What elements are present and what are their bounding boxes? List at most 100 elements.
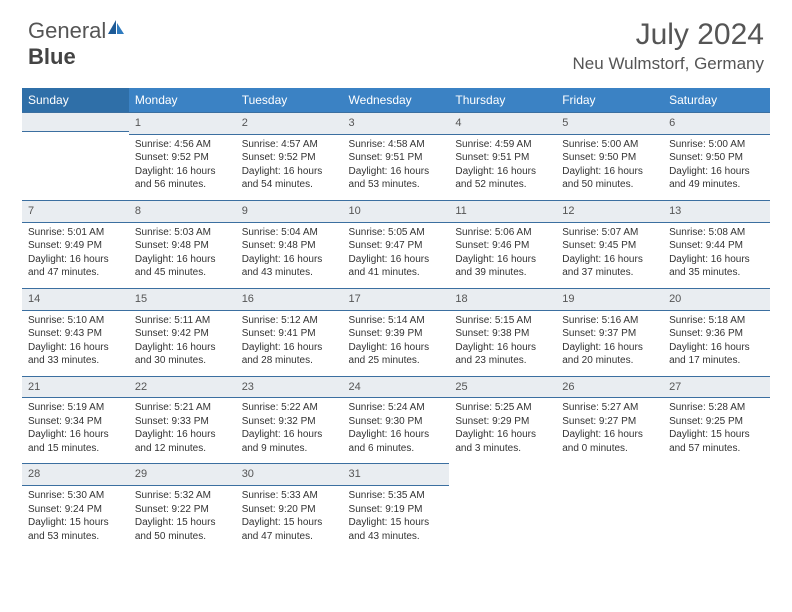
day-cell: 29Sunrise: 5:32 AMSunset: 9:22 PMDayligh… bbox=[129, 463, 236, 551]
sunrise-line: Sunrise: 5:03 AM bbox=[135, 226, 230, 240]
day-body: Sunrise: 5:06 AMSunset: 9:46 PMDaylight:… bbox=[449, 223, 556, 288]
calendar-row: 21Sunrise: 5:19 AMSunset: 9:34 PMDayligh… bbox=[22, 376, 770, 464]
daylight-line: Daylight: 16 hours and 20 minutes. bbox=[562, 341, 657, 368]
daylight-line: Daylight: 16 hours and 33 minutes. bbox=[28, 341, 123, 368]
day-cell: 5Sunrise: 5:00 AMSunset: 9:50 PMDaylight… bbox=[556, 112, 663, 200]
sunset-line: Sunset: 9:48 PM bbox=[242, 239, 337, 253]
sunrise-line: Sunrise: 4:57 AM bbox=[242, 138, 337, 152]
sail-icon bbox=[106, 18, 126, 38]
day-body: Sunrise: 5:33 AMSunset: 9:20 PMDaylight:… bbox=[236, 486, 343, 551]
daylight-line: Daylight: 16 hours and 17 minutes. bbox=[669, 341, 764, 368]
daylight-line: Daylight: 16 hours and 30 minutes. bbox=[135, 341, 230, 368]
day-body: Sunrise: 5:03 AMSunset: 9:48 PMDaylight:… bbox=[129, 223, 236, 288]
day-number: 8 bbox=[129, 200, 236, 223]
day-cell: 7Sunrise: 5:01 AMSunset: 9:49 PMDaylight… bbox=[22, 200, 129, 288]
sunset-line: Sunset: 9:43 PM bbox=[28, 327, 123, 341]
sunset-line: Sunset: 9:42 PM bbox=[135, 327, 230, 341]
daylight-line: Daylight: 16 hours and 3 minutes. bbox=[455, 428, 550, 455]
day-cell: 4Sunrise: 4:59 AMSunset: 9:51 PMDaylight… bbox=[449, 112, 556, 200]
sunset-line: Sunset: 9:51 PM bbox=[455, 151, 550, 165]
day-body: Sunrise: 4:58 AMSunset: 9:51 PMDaylight:… bbox=[343, 135, 450, 200]
day-number: 5 bbox=[556, 112, 663, 135]
sunset-line: Sunset: 9:36 PM bbox=[669, 327, 764, 341]
day-cell: 10Sunrise: 5:05 AMSunset: 9:47 PMDayligh… bbox=[343, 200, 450, 288]
day-number: 23 bbox=[236, 376, 343, 399]
daylight-line: Daylight: 15 hours and 57 minutes. bbox=[669, 428, 764, 455]
day-number: 1 bbox=[129, 112, 236, 135]
day-body: Sunrise: 5:24 AMSunset: 9:30 PMDaylight:… bbox=[343, 398, 450, 463]
sunrise-line: Sunrise: 5:30 AM bbox=[28, 489, 123, 503]
weekday-header: Tuesday bbox=[236, 88, 343, 112]
calendar-table: SundayMondayTuesdayWednesdayThursdayFrid… bbox=[22, 88, 770, 551]
sunrise-line: Sunrise: 5:06 AM bbox=[455, 226, 550, 240]
sunset-line: Sunset: 9:45 PM bbox=[562, 239, 657, 253]
day-cell: 8Sunrise: 5:03 AMSunset: 9:48 PMDaylight… bbox=[129, 200, 236, 288]
day-body: Sunrise: 5:16 AMSunset: 9:37 PMDaylight:… bbox=[556, 311, 663, 376]
daylight-line: Daylight: 16 hours and 47 minutes. bbox=[28, 253, 123, 280]
daylight-line: Daylight: 16 hours and 25 minutes. bbox=[349, 341, 444, 368]
empty-cell bbox=[22, 112, 129, 200]
sunrise-line: Sunrise: 4:56 AM bbox=[135, 138, 230, 152]
day-cell: 23Sunrise: 5:22 AMSunset: 9:32 PMDayligh… bbox=[236, 376, 343, 464]
daylight-line: Daylight: 16 hours and 0 minutes. bbox=[562, 428, 657, 455]
sunset-line: Sunset: 9:22 PM bbox=[135, 503, 230, 517]
weekday-header-row: SundayMondayTuesdayWednesdayThursdayFrid… bbox=[22, 88, 770, 112]
daylight-line: Daylight: 15 hours and 50 minutes. bbox=[135, 516, 230, 543]
calendar-body: 1 Sunrise: 4:56 AMSunset: 9:52 PM Daylight… bbox=[22, 112, 770, 551]
sunrise-line: Sunrise: 5:33 AM bbox=[242, 489, 337, 503]
sunset-line: Sunset: 9:34 PM bbox=[28, 415, 123, 429]
sunset-line: Sunset: 9:48 PM bbox=[135, 239, 230, 253]
sunset-line: Sunset: 9:24 PM bbox=[28, 503, 123, 517]
sunset-line: Sunset: 9:41 PM bbox=[242, 327, 337, 341]
day-number: 17 bbox=[343, 288, 450, 311]
day-body: Sunrise: 5:19 AMSunset: 9:34 PMDaylight:… bbox=[22, 398, 129, 463]
weekday-header: Monday bbox=[129, 88, 236, 112]
sunrise-line: Sunrise: 5:01 AM bbox=[28, 226, 123, 240]
day-number: 14 bbox=[22, 288, 129, 311]
day-cell: 14Sunrise: 5:10 AMSunset: 9:43 PMDayligh… bbox=[22, 288, 129, 376]
sunset-line: Sunset: 9:33 PM bbox=[135, 415, 230, 429]
daylight-line: Daylight: 15 hours and 53 minutes. bbox=[28, 516, 123, 543]
day-number: 27 bbox=[663, 376, 770, 399]
month-title: July 2024 bbox=[573, 18, 764, 52]
calendar-row: 1 Sunrise: 4:56 AMSunset: 9:52 PM Daylight… bbox=[22, 112, 770, 200]
day-cell: 3Sunrise: 4:58 AMSunset: 9:51 PMDaylight… bbox=[343, 112, 450, 200]
day-body: Sunrise: 5:18 AMSunset: 9:36 PMDaylight:… bbox=[663, 311, 770, 376]
daylight-line: Daylight: 16 hours and 15 minutes. bbox=[28, 428, 123, 455]
sunrise-line: Sunrise: 5:35 AM bbox=[349, 489, 444, 503]
daylight-line: Daylight: 16 hours and 50 minutes. bbox=[562, 165, 657, 192]
day-cell: 6Sunrise: 5:00 AMSunset: 9:50 PMDaylight… bbox=[663, 112, 770, 200]
daylight-line: Daylight: 16 hours and 12 minutes. bbox=[135, 428, 230, 455]
day-body: Sunrise: 4:59 AMSunset: 9:51 PMDaylight:… bbox=[449, 135, 556, 200]
sunset-line: Sunset: 9:50 PM bbox=[562, 151, 657, 165]
sunset-line: Sunset: 9:20 PM bbox=[242, 503, 337, 517]
day-cell: 16Sunrise: 5:12 AMSunset: 9:41 PMDayligh… bbox=[236, 288, 343, 376]
day-number: 22 bbox=[129, 376, 236, 399]
day-cell: 12Sunrise: 5:07 AMSunset: 9:45 PMDayligh… bbox=[556, 200, 663, 288]
day-number: 20 bbox=[663, 288, 770, 311]
day-number: 12 bbox=[556, 200, 663, 223]
sunrise-line: Sunrise: 5:07 AM bbox=[562, 226, 657, 240]
day-number: 26 bbox=[556, 376, 663, 399]
day-body: Sunrise: 5:27 AMSunset: 9:27 PMDaylight:… bbox=[556, 398, 663, 463]
sunset-line: Sunset: 9:30 PM bbox=[349, 415, 444, 429]
day-body: Sunrise: 5:11 AMSunset: 9:42 PMDaylight:… bbox=[129, 311, 236, 376]
sunrise-line: Sunrise: 5:04 AM bbox=[242, 226, 337, 240]
day-number: 18 bbox=[449, 288, 556, 311]
sunrise-line: Sunrise: 5:05 AM bbox=[349, 226, 444, 240]
day-number: 16 bbox=[236, 288, 343, 311]
empty-cell bbox=[663, 463, 770, 551]
sunset-line: Sunset: 9:52 PM bbox=[135, 151, 230, 165]
daylight-line: Daylight: 16 hours and 9 minutes. bbox=[242, 428, 337, 455]
sunrise-line: Sunrise: 5:25 AM bbox=[455, 401, 550, 415]
sunrise-line: Sunrise: 5:00 AM bbox=[669, 138, 764, 152]
day-cell: 19Sunrise: 5:16 AMSunset: 9:37 PMDayligh… bbox=[556, 288, 663, 376]
day-cell: 18Sunrise: 5:15 AMSunset: 9:38 PMDayligh… bbox=[449, 288, 556, 376]
sunrise-line: Sunrise: 4:58 AM bbox=[349, 138, 444, 152]
brand-part1: General bbox=[28, 18, 106, 43]
sunrise-line: Sunrise: 5:11 AM bbox=[135, 314, 230, 328]
empty-daynum bbox=[22, 112, 129, 132]
day-number: 7 bbox=[22, 200, 129, 223]
sunset-line: Sunset: 9:46 PM bbox=[455, 239, 550, 253]
page-header: General Blue July 2024 Neu Wulmstorf, Ge… bbox=[0, 0, 792, 80]
